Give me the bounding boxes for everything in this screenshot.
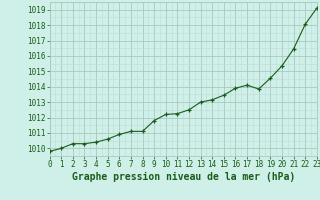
X-axis label: Graphe pression niveau de la mer (hPa): Graphe pression niveau de la mer (hPa): [72, 172, 295, 182]
